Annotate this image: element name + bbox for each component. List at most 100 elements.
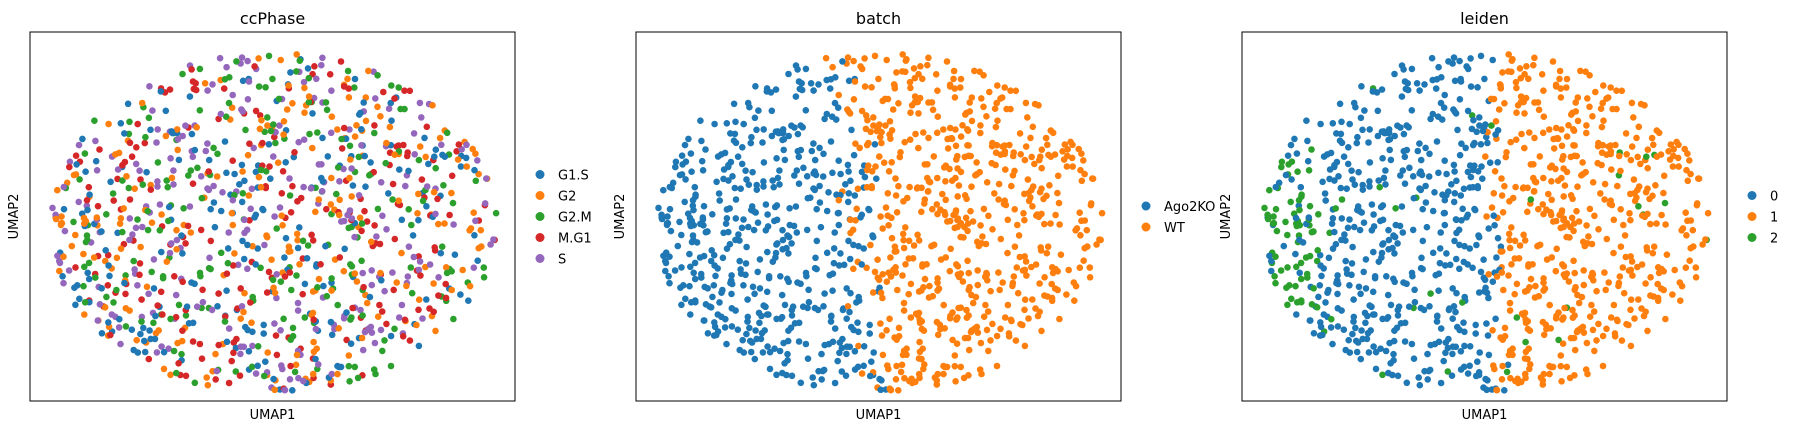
point xyxy=(929,205,936,213)
point xyxy=(713,178,720,186)
point xyxy=(771,203,779,211)
point xyxy=(1387,156,1395,164)
point xyxy=(1598,123,1606,131)
point xyxy=(367,159,374,166)
point xyxy=(905,237,913,245)
point xyxy=(1552,83,1560,90)
point xyxy=(244,265,251,273)
point xyxy=(789,303,797,311)
point xyxy=(835,221,843,229)
point xyxy=(1414,147,1422,155)
point xyxy=(734,326,742,334)
point xyxy=(1547,211,1555,219)
point xyxy=(982,240,990,248)
point xyxy=(1316,282,1324,289)
point xyxy=(957,133,965,140)
point xyxy=(214,150,221,158)
point xyxy=(1644,210,1651,218)
point xyxy=(1521,237,1529,244)
point xyxy=(900,198,907,205)
point xyxy=(72,152,80,159)
point xyxy=(430,308,438,316)
point xyxy=(134,282,141,289)
point xyxy=(442,264,450,271)
point xyxy=(280,118,288,125)
point xyxy=(1383,273,1390,280)
scatter-points xyxy=(49,51,500,394)
point xyxy=(1416,140,1423,147)
point xyxy=(204,140,211,147)
point xyxy=(1001,314,1009,321)
point xyxy=(1377,217,1384,225)
point xyxy=(1498,192,1506,199)
point xyxy=(204,87,211,94)
point xyxy=(229,91,236,99)
point xyxy=(415,190,422,198)
point xyxy=(751,355,759,363)
point xyxy=(1637,160,1644,168)
point xyxy=(1654,294,1662,302)
point xyxy=(1394,372,1402,380)
point xyxy=(1499,362,1506,370)
point xyxy=(850,241,857,249)
point xyxy=(1341,231,1348,238)
legend-label: G2 xyxy=(558,190,576,205)
point xyxy=(1315,211,1322,218)
point xyxy=(1368,201,1376,208)
point xyxy=(980,72,987,79)
point xyxy=(236,372,244,380)
point xyxy=(880,159,888,166)
point xyxy=(1463,63,1470,70)
point xyxy=(1014,221,1021,229)
point xyxy=(1399,229,1407,236)
point xyxy=(1384,313,1392,321)
point xyxy=(121,279,128,287)
point xyxy=(492,209,500,217)
point xyxy=(1441,221,1449,229)
point xyxy=(1586,205,1594,213)
point xyxy=(804,194,812,202)
point xyxy=(1297,259,1305,267)
point xyxy=(1264,215,1272,223)
point xyxy=(843,285,850,292)
point xyxy=(300,377,307,385)
point xyxy=(723,245,731,252)
point xyxy=(289,324,297,332)
point xyxy=(440,182,447,189)
y-axis-label: UMAP2 xyxy=(1219,194,1234,240)
point xyxy=(1558,378,1565,385)
point xyxy=(687,220,694,227)
point xyxy=(802,340,810,348)
point xyxy=(1491,222,1498,229)
point xyxy=(1683,166,1690,174)
point xyxy=(327,318,335,326)
point xyxy=(239,108,246,115)
point xyxy=(450,221,457,228)
point xyxy=(143,168,150,176)
point xyxy=(395,314,403,321)
point xyxy=(1489,56,1496,64)
point xyxy=(996,286,1003,294)
point xyxy=(238,54,246,61)
point xyxy=(1692,264,1700,271)
point xyxy=(1591,347,1598,355)
point xyxy=(1440,357,1447,365)
point xyxy=(406,87,414,95)
point xyxy=(144,207,151,215)
point xyxy=(1595,226,1602,233)
point xyxy=(1032,261,1040,268)
point xyxy=(1457,78,1465,85)
point xyxy=(743,330,750,338)
point xyxy=(217,249,225,257)
point xyxy=(140,337,148,345)
point xyxy=(882,122,889,129)
point xyxy=(147,126,154,134)
point xyxy=(133,336,140,344)
point xyxy=(163,258,171,266)
point xyxy=(1456,96,1464,103)
point xyxy=(1674,154,1682,162)
point xyxy=(779,236,787,244)
point xyxy=(351,84,358,91)
point xyxy=(304,65,312,72)
point xyxy=(179,278,186,286)
